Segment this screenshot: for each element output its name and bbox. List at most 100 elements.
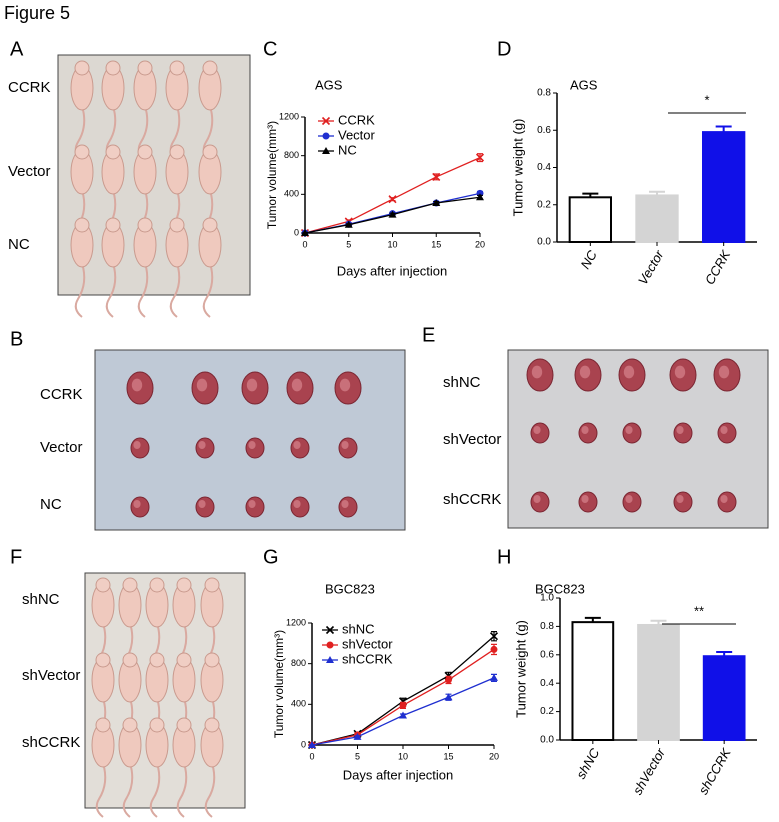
mouse-head [122,577,138,593]
tumor [338,496,358,518]
photo-label: NC [8,236,30,253]
y-tick-label: 0.0 [540,735,554,746]
marker-x [325,625,335,635]
y-tick-label: 0.6 [537,125,551,136]
x-tick-label: 15 [431,239,441,249]
tumor [622,422,642,444]
mouse-head [204,652,220,668]
bar [571,621,615,742]
panel-letter: F [10,546,22,568]
tumor-highlight [198,500,206,508]
tumor-highlight [291,378,303,392]
marker [432,199,441,207]
tumor-highlight [674,365,686,379]
marker [326,656,334,663]
mouse-tail [137,262,149,318]
bar [702,655,746,741]
mouse-tail [74,262,86,318]
marker [388,195,397,204]
tumor-highlight [246,378,258,392]
marker [353,732,362,740]
mouse-head [137,60,153,76]
tumor-highlight [131,378,143,392]
x-tick-label: 20 [489,751,499,761]
legend-label: CCRK [338,112,375,127]
y-tick-label: 0.8 [540,621,554,632]
marker [321,116,331,126]
tumor-highlight [293,500,301,508]
mouse-head [149,717,165,733]
mouse-head [105,60,121,76]
tumor-highlight [625,426,633,434]
panel-letter: C [263,38,277,60]
y-tick-label: 0.4 [540,678,554,689]
tumor-highlight [533,426,541,434]
panel-letter: B [10,328,23,350]
tumor [673,491,693,513]
mouse-head [202,217,218,233]
legend-label: Vector [338,127,376,142]
mouse-tail [204,762,216,818]
panel-letter: H [497,546,511,568]
legend-label: NC [338,142,357,157]
y-tick-label: 0 [301,739,306,749]
legend-label: shCCRK [342,651,393,666]
marker [476,193,484,201]
marker-x [321,116,331,126]
mouse-head [176,717,192,733]
tumor-highlight [579,365,591,379]
mouse-head [74,217,90,233]
panel-letter: A [10,38,24,60]
tumor [290,496,310,518]
tumor-highlight [581,426,589,434]
y-tick-label: 0 [294,227,299,237]
tumor [338,437,358,459]
marker [399,711,407,719]
tumor-highlight [293,441,301,449]
tumor-highlight [581,495,589,503]
mouse-head [169,60,185,76]
marker-x [475,153,485,162]
tumor-highlight [339,378,351,392]
tumor [578,491,598,513]
marker [322,132,330,140]
photo-label: shNC [443,374,481,391]
mouse-head [95,652,111,668]
tumor-highlight [341,441,349,449]
x-axis-label: Days after injection [343,767,454,782]
x-tick-label: 5 [355,751,360,761]
tumor [245,437,265,459]
mouse-head [122,652,138,668]
tumor [530,422,550,444]
mouse-head [105,144,121,160]
tumor [717,491,737,513]
x-tick-label: 0 [309,751,314,761]
marker [432,172,441,181]
photo-label: shNC [22,591,60,608]
mouse-head [169,144,185,160]
mouse-head [74,60,90,76]
y-tick-label: 1200 [286,617,306,627]
tumor-highlight [533,495,541,503]
tumor [290,437,310,459]
marker [326,641,334,649]
marker-x [388,195,397,204]
tumor-highlight [341,500,349,508]
mouse-head [202,60,218,76]
y-tick-label: 0.2 [540,706,554,717]
mouse-tail [149,762,161,818]
y-tick-label: 400 [284,189,299,199]
tumor [195,437,215,459]
tumor-highlight [133,441,141,449]
marker [475,153,485,162]
marker [344,220,353,228]
mouse-tail [202,262,214,318]
panel-letter: E [422,324,435,346]
marker [445,676,452,684]
tumor [530,491,550,513]
legend-label: shVector [342,636,393,651]
mouse-head [122,717,138,733]
marker [301,229,309,236]
bar [637,623,680,741]
mouse-head [149,577,165,593]
